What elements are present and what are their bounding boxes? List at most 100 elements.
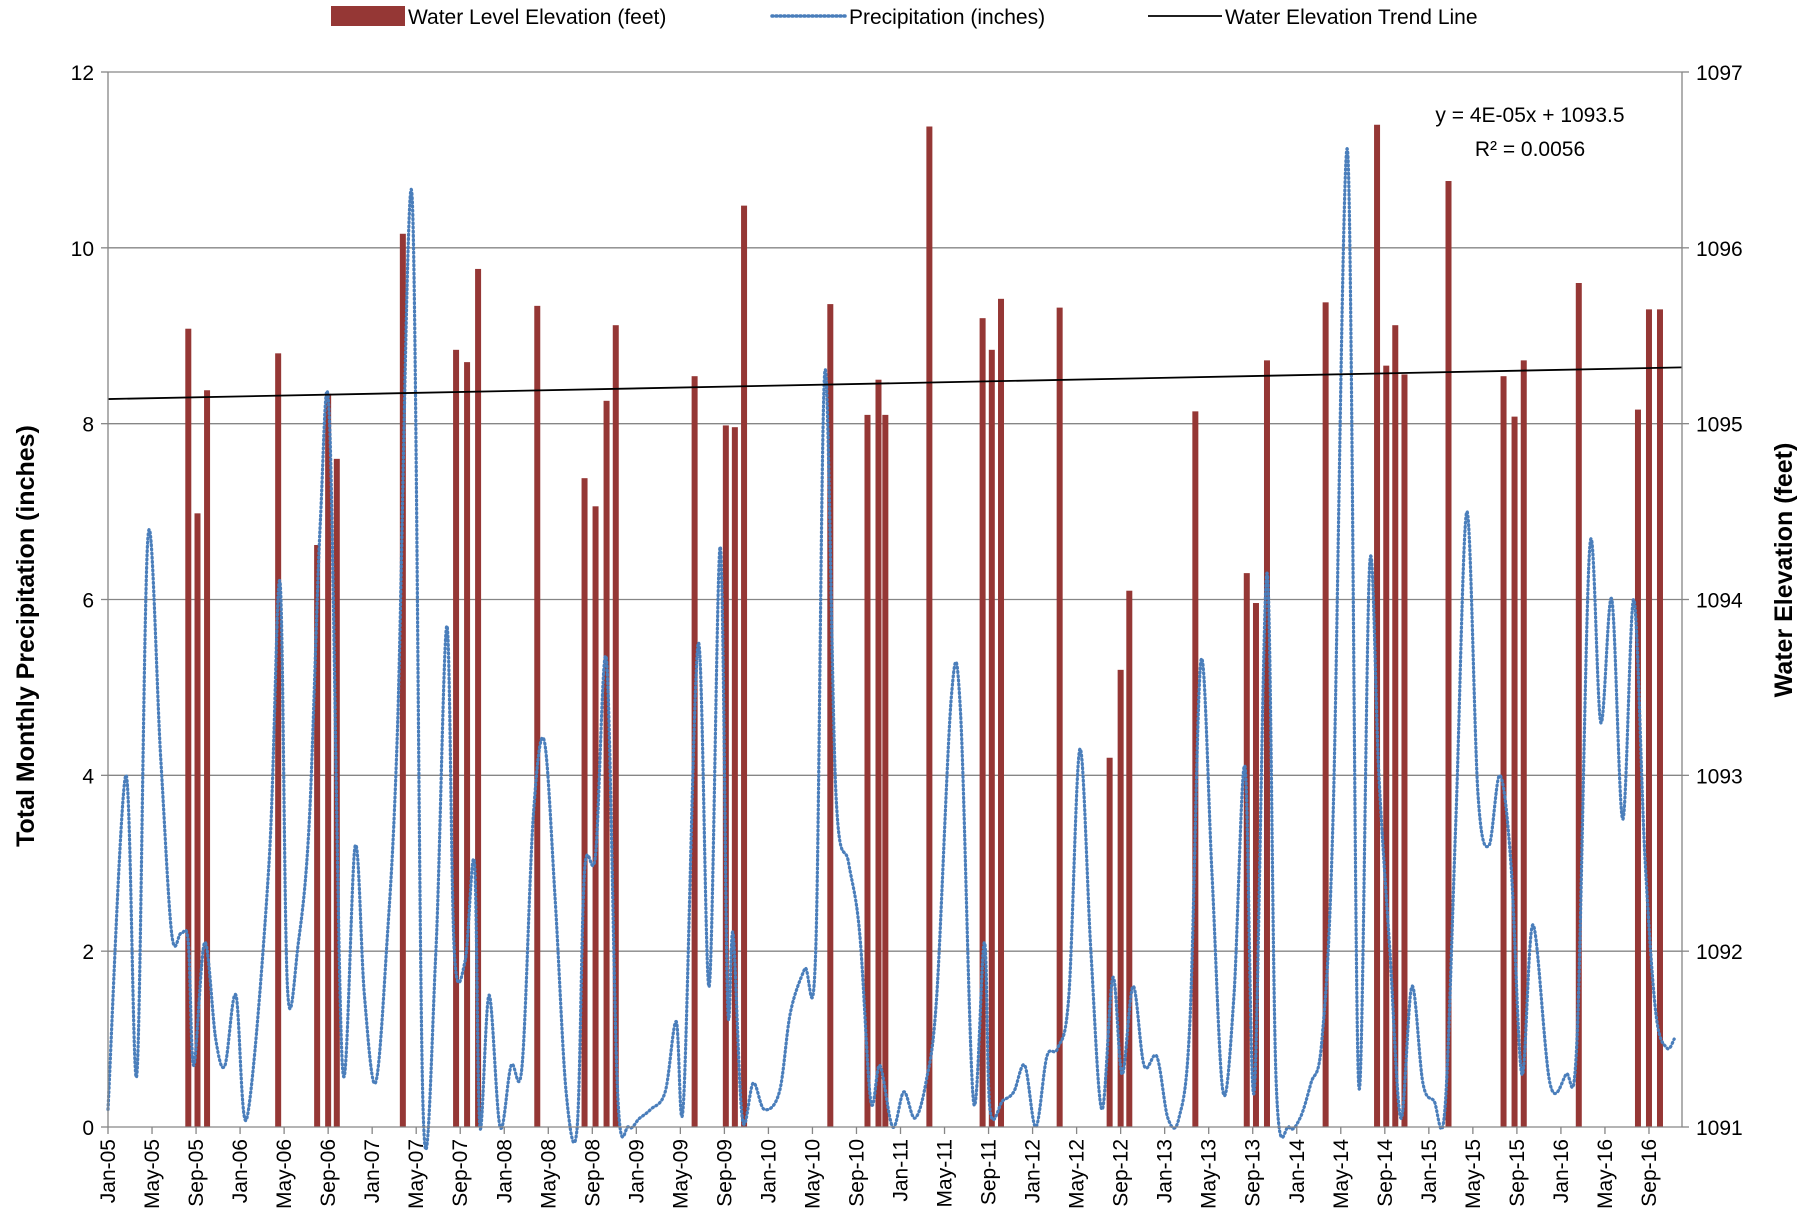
x-axis-tick-label: May-05 (141, 1139, 164, 1209)
x-axis-tick-label: Jan-10 (757, 1139, 780, 1203)
right-axis-tick-labels: 1091 1092 1093 1094 1095 1096 1097 (1696, 62, 1743, 1140)
water-level-bar (592, 506, 599, 1127)
water-level-bar (1374, 124, 1381, 1127)
left-axis-tick-label: 4 (82, 765, 94, 788)
water-level-bar (1500, 376, 1507, 1128)
water-level-bar (1575, 283, 1582, 1127)
left-axis-tick-labels: 0 2 4 6 8 10 12 (71, 62, 95, 1140)
trend-r-squared: R² = 0.0056 (1475, 138, 1585, 161)
water-level-bar (1252, 603, 1259, 1127)
x-axis-tick-label: May-08 (537, 1139, 560, 1209)
x-axis-tick-label: Jan-14 (1286, 1139, 1309, 1204)
legend-label-water-level: Water Level Elevation (feet) (408, 6, 666, 29)
water-level-bar (185, 328, 192, 1127)
water-level-bar (1445, 181, 1452, 1127)
water-level-bars (185, 124, 1663, 1128)
precipitation-series (106, 147, 1676, 1152)
x-axis-tick-label: May-16 (1594, 1139, 1617, 1209)
x-axis-tick-label: May-09 (669, 1139, 692, 1209)
water-level-bar (581, 478, 588, 1127)
right-axis-tick-label: 1097 (1696, 62, 1743, 85)
water-level-bar (1645, 309, 1652, 1127)
x-axis-tick-label: May-13 (1198, 1139, 1221, 1209)
right-axis-title: Water Elevation (feet) (1770, 443, 1798, 698)
right-axis-tick-label: 1094 (1696, 590, 1743, 613)
x-axis-tick-labels: Jan-05 May-05 Sep-05 Jan-06 May-06 Sep-06 Jan-… (97, 1127, 1661, 1209)
water-level-bar (464, 362, 471, 1127)
right-axis-tick-label: 1096 (1696, 238, 1743, 261)
water-level-bar (741, 205, 748, 1128)
water-level-bar (1656, 309, 1663, 1127)
water-level-bar (1126, 590, 1133, 1127)
x-axis-tick-label: Sep-08 (581, 1139, 604, 1207)
x-axis-tick-label: Sep-07 (449, 1139, 472, 1207)
right-axis-tick-label: 1093 (1696, 765, 1743, 788)
x-axis-tick-label: Jan-15 (1418, 1139, 1441, 1203)
x-axis-tick-label: Jan-07 (361, 1139, 384, 1203)
water-level-bar (399, 233, 406, 1127)
x-axis-tick-label: Sep-15 (1506, 1139, 1529, 1207)
x-axis-tick-label: May-15 (1462, 1139, 1485, 1209)
water-level-bar (998, 298, 1005, 1127)
x-axis-tick-label: Jan-13 (1154, 1139, 1177, 1203)
legend-entry-trend-line: Water Elevation Trend Line (1148, 6, 1478, 29)
water-level-bar (1511, 416, 1518, 1128)
x-axis-tick-label: Sep-14 (1374, 1139, 1397, 1207)
x-axis-tick-label: May-11 (934, 1139, 957, 1207)
water-level-bar (1117, 669, 1124, 1127)
legend-label-precipitation: Precipitation (inches) (849, 6, 1045, 29)
x-axis-tick-label: May-14 (1330, 1139, 1353, 1209)
water-level-bar (1106, 757, 1113, 1127)
water-level-bar (325, 393, 332, 1127)
right-axis-tick-label: 1092 (1696, 941, 1743, 964)
right-axis-tick-label: 1091 (1696, 1117, 1743, 1140)
water-level-bar (1322, 302, 1329, 1127)
water-level-bar (1401, 374, 1408, 1127)
legend-entry-water-level: Water Level Elevation (feet) (331, 6, 666, 29)
left-axis-tick-label: 8 (82, 414, 94, 437)
gridlines (101, 71, 1689, 1128)
water-level-bar (194, 513, 201, 1127)
x-axis-tick-label: Sep-13 (1242, 1139, 1265, 1207)
water-level-bar (731, 427, 738, 1127)
legend-label-trend-line: Water Elevation Trend Line (1225, 6, 1478, 29)
left-axis-tick-label: 2 (82, 941, 94, 964)
trend-annotation: y = 4E-05x + 1093.5 R² = 0.0056 (1435, 104, 1624, 161)
right-axis-tick-label: 1095 (1696, 414, 1743, 437)
water-level-bar (979, 318, 986, 1128)
trend-line (107, 366, 1683, 400)
legend: Water Level Elevation (feet) Precipitati… (331, 6, 1478, 29)
x-axis-tick-label: Jan-06 (229, 1139, 252, 1203)
water-level-bar (603, 400, 610, 1127)
water-level-bar (314, 544, 321, 1127)
water-level-bar (612, 325, 619, 1127)
x-axis-tick-label: Jan-09 (625, 1139, 648, 1203)
x-axis-tick-label: Sep-09 (713, 1139, 736, 1207)
x-axis-tick-label: Jan-05 (97, 1139, 120, 1203)
water-level-bar (1392, 325, 1399, 1127)
x-axis-tick-label: May-07 (405, 1139, 428, 1209)
x-axis-tick-label: Sep-05 (185, 1139, 208, 1207)
left-axis-title: Total Monthly Precipitation (inches) (12, 425, 40, 847)
water-level-bar (475, 268, 482, 1127)
water-level-bar (988, 349, 995, 1128)
water-level-bar (1056, 307, 1063, 1127)
water-level-bar (1520, 360, 1527, 1127)
left-axis-tick-label: 0 (82, 1117, 94, 1140)
water-level-bar (1263, 360, 1270, 1127)
x-axis-tick-label: Jan-12 (1022, 1139, 1045, 1203)
water-level-bar (926, 126, 933, 1128)
water-level-bar (691, 376, 698, 1128)
x-axis-tick-label: Sep-11 (978, 1139, 1001, 1205)
left-axis-tick-label: 6 (82, 590, 94, 613)
water-level-bar (875, 379, 882, 1127)
x-axis-tick-label: May-06 (273, 1139, 296, 1209)
x-axis-tick-label: Jan-11 (890, 1139, 913, 1202)
x-axis-tick-label: May-10 (801, 1139, 824, 1209)
left-axis-tick-label: 10 (71, 238, 94, 261)
trend-line-path (107, 366, 1683, 400)
x-axis-tick-label: Jan-16 (1550, 1139, 1573, 1203)
water-level-bar (1634, 409, 1641, 1128)
